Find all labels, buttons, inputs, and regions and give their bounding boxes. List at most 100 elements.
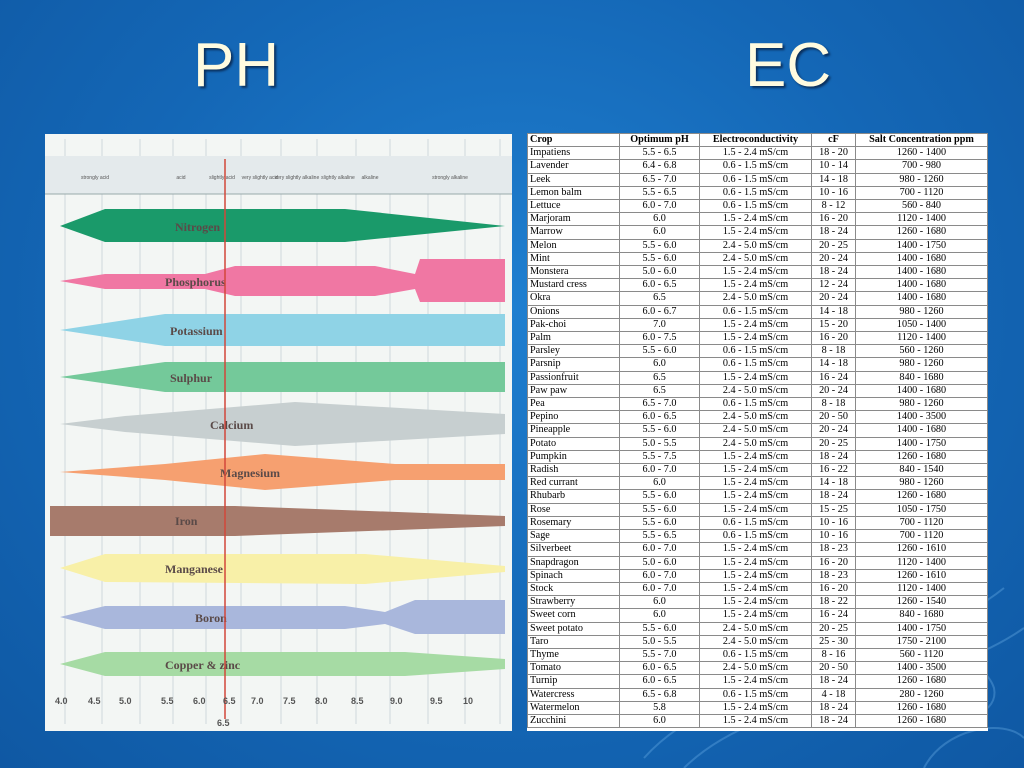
cell-electroconductivity: 0.6 - 1.5 mS/cm xyxy=(699,344,812,359)
cell-crop: Pineapple xyxy=(527,423,620,438)
nutrient-label: Manganese xyxy=(165,562,224,576)
cell-cf: 16 - 20 xyxy=(811,555,856,570)
table-row: Watermelon 5.8 1.5 - 2.4 mS/cm 18 - 24 1260 … xyxy=(527,700,988,715)
cell-salt-concentration: 1260 - 1540 xyxy=(855,595,988,610)
cell-salt-concentration: 280 - 1260 xyxy=(855,687,988,702)
table-row: Radish 6.0 - 7.0 1.5 - 2.4 mS/cm 16 - 22 840… xyxy=(527,463,988,478)
cell-cf: 14 - 18 xyxy=(811,357,856,372)
cell-cf: 20 - 24 xyxy=(811,251,856,267)
cell-salt-concentration: 700 - 1120 xyxy=(855,529,988,544)
table-row: Lettuce 6.0 - 7.0 0.6 - 1.5 mS/cm 8 - 12 560… xyxy=(527,199,988,214)
cell-electroconductivity: 2.4 - 5.0 mS/cm xyxy=(699,383,812,399)
cell-electroconductivity: 2.4 - 5.0 mS/cm xyxy=(699,410,812,425)
table-row: Parsley 5.5 - 6.0 0.6 - 1.5 mS/cm 8 - 18 560… xyxy=(527,344,988,359)
cell-electroconductivity: 1.5 - 2.4 mS/cm xyxy=(699,449,812,465)
cell-optimum-ph: 6.5 - 6.8 xyxy=(619,687,700,702)
cell-electroconductivity: 0.6 - 1.5 mS/cm xyxy=(699,397,812,412)
cell-optimum-ph: 6.0 - 7.0 xyxy=(619,542,700,557)
cell-crop: Passionfruit xyxy=(527,370,620,385)
table-row: Lavender 6.4 - 6.8 0.6 - 1.5 mS/cm 10 - 14 7… xyxy=(527,159,988,174)
cell-salt-concentration: 1400 - 1680 xyxy=(855,383,988,399)
ec-table: Crop Optimum pH Electroconductivity cF S… xyxy=(527,132,988,729)
cell-electroconductivity: 2.4 - 5.0 mS/cm xyxy=(699,291,812,306)
cell-salt-concentration: 560 - 1260 xyxy=(855,344,988,359)
nutrient-label: Boron xyxy=(195,611,227,625)
cell-cf: 20 - 25 xyxy=(811,621,856,636)
cell-salt-concentration: 1260 - 1680 xyxy=(855,674,988,689)
table-row: Pea 6.5 - 7.0 0.6 - 1.5 mS/cm 8 - 18 980 - 1… xyxy=(527,397,988,412)
table-row: Palm 6.0 - 7.5 1.5 - 2.4 mS/cm 16 - 20 1120 … xyxy=(527,331,988,346)
cell-cf: 10 - 16 xyxy=(811,515,856,531)
table-row: Pumpkin 5.5 - 7.5 1.5 - 2.4 mS/cm 18 - 24 12… xyxy=(527,449,988,465)
cell-electroconductivity: 1.5 - 2.4 mS/cm xyxy=(699,370,812,385)
cell-salt-concentration: 1260 - 1680 xyxy=(855,713,988,729)
cell-crop: Pumpkin xyxy=(527,449,620,465)
ph-title: PH xyxy=(193,31,280,100)
cell-salt-concentration: 1120 - 1400 xyxy=(855,331,988,346)
cell-salt-concentration: 1400 - 1680 xyxy=(855,251,988,267)
cell-electroconductivity: 1.5 - 2.4 mS/cm xyxy=(699,225,812,240)
cell-crop: Pea xyxy=(527,397,620,412)
ph-tick-label: 5.0 xyxy=(119,696,132,706)
cell-salt-concentration: 1400 - 3500 xyxy=(855,661,988,676)
cell-salt-concentration: 560 - 1120 xyxy=(855,647,988,663)
cell-electroconductivity: 0.6 - 1.5 mS/cm xyxy=(699,515,812,531)
cell-crop: Tomato xyxy=(527,661,620,676)
cell-cf: 10 - 14 xyxy=(811,159,856,174)
cell-salt-concentration: 700 - 980 xyxy=(855,159,988,174)
zone-label: slightly acid xyxy=(209,175,235,181)
cell-cf: 18 - 22 xyxy=(811,595,856,610)
nutrient-label: Nitrogen xyxy=(175,220,220,234)
cell-optimum-ph: 5.5 - 6.0 xyxy=(619,344,700,359)
header-cf: cF xyxy=(811,132,856,148)
ph-tick-label: 7.5 xyxy=(283,696,296,706)
cell-electroconductivity: 1.5 - 2.4 mS/cm xyxy=(699,265,812,280)
zone-label: strongly alkaline xyxy=(432,175,468,181)
table-row: Sweet corn 6.0 1.5 - 2.4 mS/cm 16 - 24 840 -… xyxy=(527,608,988,623)
cell-crop: Taro xyxy=(527,634,620,649)
zone-label: very slightly alkaline xyxy=(275,175,320,181)
cell-optimum-ph: 5.0 - 6.0 xyxy=(619,265,700,280)
cell-cf: 18 - 24 xyxy=(811,265,856,280)
cell-optimum-ph: 6.0 xyxy=(619,595,700,610)
cell-cf: 16 - 24 xyxy=(811,370,856,385)
table-row: Onions 6.0 - 6.7 0.6 - 1.5 mS/cm 14 - 18 980… xyxy=(527,304,988,319)
cell-electroconductivity: 1.5 - 2.4 mS/cm xyxy=(699,713,812,729)
cell-optimum-ph: 6.0 xyxy=(619,713,700,729)
table-row: Leek 6.5 - 7.0 0.6 - 1.5 mS/cm 14 - 18 980 -… xyxy=(527,172,988,187)
cell-optimum-ph: 5.0 - 5.5 xyxy=(619,436,700,451)
cell-electroconductivity: 0.6 - 1.5 mS/cm xyxy=(699,172,812,187)
ec-table-panel: Crop Optimum pH Electroconductivity cF S… xyxy=(527,132,988,731)
zone-label: strongly acid xyxy=(81,175,109,181)
cell-optimum-ph: 5.5 - 7.0 xyxy=(619,647,700,663)
cell-cf: 15 - 25 xyxy=(811,502,856,517)
cell-crop: Turnip xyxy=(527,674,620,689)
cell-electroconductivity: 0.6 - 1.5 mS/cm xyxy=(699,529,812,544)
table-row: Strawberry 6.0 1.5 - 2.4 mS/cm 18 - 22 1260 … xyxy=(527,595,988,610)
cell-salt-concentration: 1260 - 1680 xyxy=(855,489,988,504)
cell-salt-concentration: 980 - 1260 xyxy=(855,172,988,187)
nutrient-band-boron xyxy=(60,600,505,634)
table-row: Pepino 6.0 - 6.5 2.4 - 5.0 mS/cm 20 - 50 140… xyxy=(527,410,988,425)
ec-table-header-row: Crop Optimum pH Electroconductivity cF S… xyxy=(527,132,988,148)
cell-optimum-ph: 6.0 - 7.0 xyxy=(619,199,700,214)
table-row: Silverbeet 6.0 - 7.0 1.5 - 2.4 mS/cm 18 - 2… xyxy=(527,542,988,557)
cell-optimum-ph: 6.0 - 6.5 xyxy=(619,661,700,676)
table-row: Snapdragon 5.0 - 6.0 1.5 - 2.4 mS/cm 16 - 2… xyxy=(527,555,988,570)
cell-salt-concentration: 1400 - 1750 xyxy=(855,621,988,636)
table-row: Lemon balm 5.5 - 6.5 0.6 - 1.5 mS/cm 10 - 1… xyxy=(527,185,988,201)
table-row: Watercress 6.5 - 6.8 0.6 - 1.5 mS/cm 4 - 18… xyxy=(527,687,988,702)
cell-optimum-ph: 6.0 - 6.5 xyxy=(619,278,700,293)
cell-cf: 18 - 23 xyxy=(811,568,856,583)
cell-cf: 8 - 16 xyxy=(811,647,856,663)
ph-tick-label: 10 xyxy=(463,696,473,706)
cell-cf: 8 - 18 xyxy=(811,344,856,359)
cell-crop: Paw paw xyxy=(527,383,620,399)
cell-salt-concentration: 1260 - 1680 xyxy=(855,449,988,465)
cell-optimum-ph: 6.0 xyxy=(619,608,700,623)
cell-crop: Marjoram xyxy=(527,212,620,227)
cell-salt-concentration: 840 - 1680 xyxy=(855,608,988,623)
cell-optimum-ph: 6.0 - 6.5 xyxy=(619,410,700,425)
cell-optimum-ph: 5.5 - 6.0 xyxy=(619,489,700,504)
cell-optimum-ph: 5.5 - 6.0 xyxy=(619,423,700,438)
